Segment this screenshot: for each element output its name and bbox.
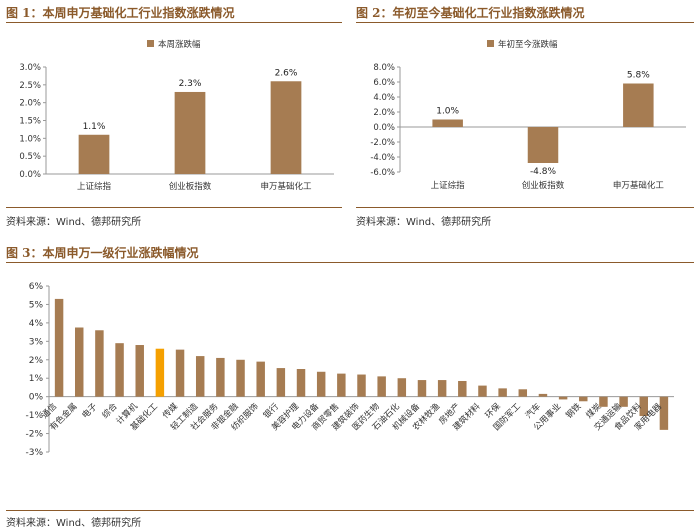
chart3-bar: [558, 396, 568, 400]
chart1-legend-label: 本周涨跌幅: [158, 39, 201, 50]
chart1-category-label: 上证综指: [77, 181, 112, 192]
chart3-bar: [135, 345, 144, 397]
chart2-y-tick-label: 0.0%: [373, 123, 395, 133]
chart3-bar: [95, 330, 104, 397]
chart3-y-tick-label: -3%: [25, 448, 43, 458]
chart2-bar: [527, 127, 559, 163]
chart1-y-tick-label: 0.0%: [19, 170, 41, 180]
chart3-y-tick-label: 1%: [29, 374, 44, 384]
chart3-category-label: 钢铁: [564, 401, 584, 421]
chart1-data-label: 2.6%: [275, 68, 298, 78]
chart1-y-tick-label: 1.0%: [19, 134, 41, 144]
chart2-source: 资料来源：Wind、德邦研究所: [356, 217, 492, 228]
chart3-bar: [538, 393, 548, 397]
chart2-y-tick-label: 4.0%: [373, 93, 395, 103]
chart3-y-tick-label: 0%: [29, 393, 44, 403]
chart1-y-tick-label: 2.0%: [19, 99, 41, 109]
chart2-top-rule: [356, 22, 694, 23]
chart3-bar: [458, 380, 467, 397]
chart3-y-tick-label: 6%: [29, 282, 44, 292]
chart3-bar: [357, 374, 366, 397]
chart2-data-label: 5.8%: [627, 71, 650, 81]
chart3-y-tick-label: 5%: [29, 300, 44, 310]
chart1-y-tick-label: 1.5%: [19, 117, 41, 127]
chart3-bar: [579, 396, 588, 402]
chart2-y-tick-label: 6.0%: [373, 78, 395, 88]
chart3-bar: [659, 396, 669, 430]
chart3-y-tick-label: -2%: [25, 430, 43, 440]
chart3-bar: [337, 373, 346, 397]
chart3-category-label: 电子: [80, 401, 100, 421]
chart2-data-label: 1.0%: [436, 107, 459, 117]
chart1-svg: 本周涨跌幅 0.0% 0.5% 1.0% 1.5% 2.0% 2.5% 3.0% 1.1% 上证综…: [19, 39, 334, 192]
chart2-bar: [623, 83, 654, 127]
chart3-bar: [478, 385, 487, 397]
chart1-y-tick-label: 2.5%: [19, 81, 41, 91]
chart3-bar: [518, 389, 528, 397]
chart2-y-tick-label: 8.0%: [373, 63, 395, 73]
chart2-y-tick-label: -2.0%: [370, 138, 395, 148]
chart1-y-tick-label: 3.0%: [19, 63, 41, 73]
chart2-bottom-rule: [356, 207, 694, 208]
chart3-y-tick-label: 3%: [29, 337, 44, 347]
chart3-bar: [639, 396, 648, 417]
chart1-source: 资料来源：Wind、德邦研究所: [6, 217, 142, 228]
chart2-category-label: 上证综指: [431, 180, 466, 191]
chart3-title: 图 3：本周申万一级行业涨跌幅情况: [6, 246, 199, 260]
chart3-bar: [276, 368, 286, 397]
chart3-bar: [619, 396, 628, 407]
chart1-bar: [270, 81, 302, 174]
chart3-y-tick-label: -1%: [25, 411, 43, 421]
chart3-bar: [175, 349, 185, 397]
chart1-title: 图 1：本周申万基础化工行业指数涨跌情况: [6, 6, 235, 20]
chart1-category-label: 申万基础化工: [260, 181, 312, 192]
chart2-category-label: 申万基础化工: [613, 180, 665, 191]
chart2-y-tick-label: -4.0%: [370, 153, 395, 163]
chart3-bar: [377, 376, 386, 397]
chart2-svg: 年初至今涨跌幅 -6.0% -4.0% -2.0% 0.0% 2.0% 4.0% 6.0% 8.…: [370, 39, 686, 191]
chart1-y-tick-label: 0.5%: [19, 152, 41, 162]
chart3-bar: [296, 369, 306, 397]
chart3-bar: [417, 380, 427, 397]
chart3-source: 资料来源：Wind、德邦研究所: [6, 518, 142, 529]
chart3-bar: [155, 348, 165, 397]
chart3-bar: [115, 343, 124, 397]
chart3-bottom-rule: [6, 510, 694, 511]
chart2-category-label: 创业板指数: [522, 180, 565, 191]
chart2-data-label: -4.8%: [530, 167, 557, 177]
chart2-y-tick-label: 2.0%: [373, 108, 395, 118]
chart1-bar: [174, 91, 206, 174]
chart2-bar: [432, 119, 463, 127]
chart3-bar: [316, 371, 326, 397]
chart2-y-tick-label: -6.0%: [370, 168, 395, 178]
chart3-bar: [54, 298, 64, 397]
chart3-bar: [599, 396, 608, 407]
chart3-bar: [216, 357, 225, 397]
chart3-bar: [195, 356, 205, 397]
chart3-bar: [498, 388, 507, 397]
chart1-data-label: 2.3%: [179, 79, 202, 89]
chart3-y-tick-label: 2%: [29, 356, 44, 366]
chart2-legend-label: 年初至今涨跌幅: [498, 39, 558, 50]
chart3-bar: [236, 359, 245, 397]
chart1-category-label: 创业板指数: [169, 181, 212, 192]
chart1-legend-swatch: [147, 40, 154, 47]
chart1-bar: [78, 134, 110, 174]
chart3-top-rule: [6, 262, 694, 263]
chart1-data-label: 1.1%: [83, 122, 106, 132]
chart1-bottom-rule: [6, 207, 342, 208]
chart2-title: 图 2：年初至今基础化工行业指数涨跌情况: [356, 6, 585, 20]
chart3-bar: [397, 378, 407, 397]
chart3-y-tick-label: 4%: [29, 319, 44, 329]
chart1-top-rule: [6, 22, 342, 23]
chart3-bar: [75, 327, 84, 397]
chart2-legend-swatch: [487, 40, 494, 47]
chart3-bar: [256, 361, 265, 397]
chart3-bar: [437, 380, 447, 397]
